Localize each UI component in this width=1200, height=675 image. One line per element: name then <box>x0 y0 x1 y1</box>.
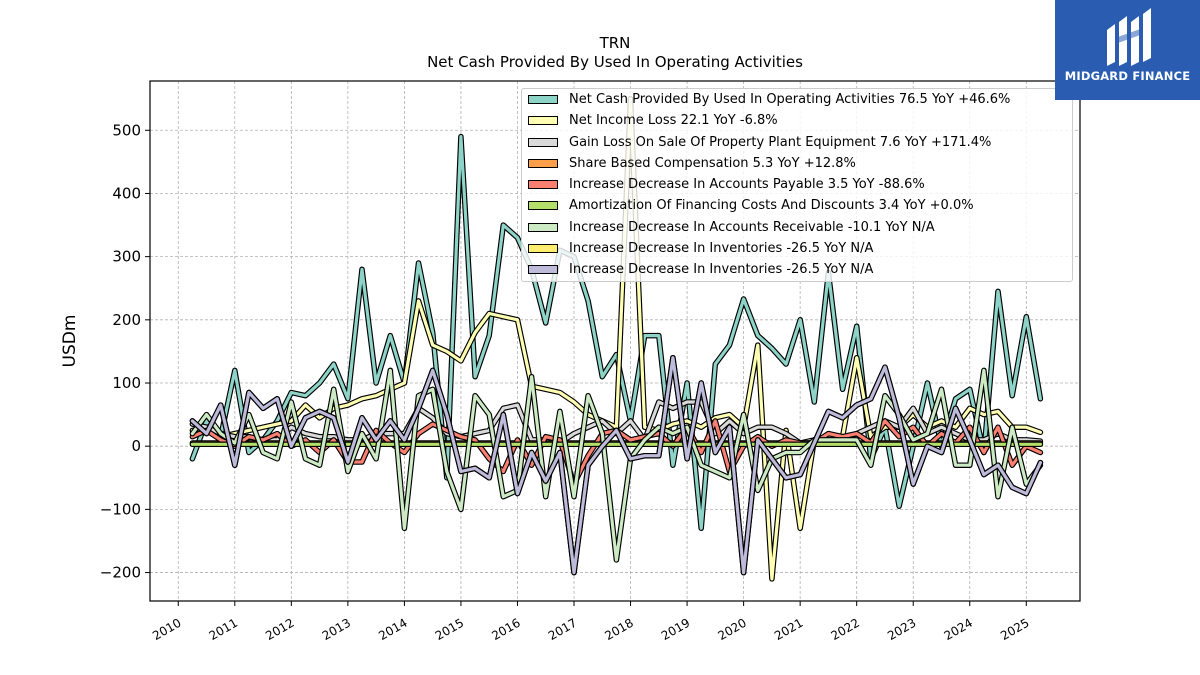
chart-title: TRN <box>599 34 631 52</box>
logo-mark-icon <box>1107 8 1151 66</box>
legend-item: Increase Decrease In Accounts Receivable… <box>522 219 1072 240</box>
y-tick-label: 200 <box>112 311 141 329</box>
legend-item: Net Cash Provided By Used In Operating A… <box>522 91 1072 112</box>
legend-swatch <box>528 265 558 275</box>
x-tick-label: 2021 <box>772 616 805 643</box>
legend-label: Increase Decrease In Accounts Receivable… <box>569 219 935 235</box>
legend-label: Increase Decrease In Inventories -26.5 Y… <box>569 241 874 257</box>
legend-swatch <box>528 244 558 254</box>
legend-swatch <box>528 158 558 168</box>
y-axis-label: USDm <box>60 315 80 368</box>
x-tick-label: 2015 <box>433 616 466 643</box>
legend-swatch <box>528 222 558 232</box>
legend-label: Amortization Of Financing Costs And Disc… <box>569 198 974 214</box>
y-tick-label: −100 <box>100 500 141 518</box>
x-tick-label: 2013 <box>320 616 353 643</box>
x-tick-label: 2018 <box>602 616 635 643</box>
y-tick-label: −200 <box>100 564 141 582</box>
brand-logo: MIDGARD FINANCE <box>1055 0 1200 100</box>
series-layer <box>189 95 1044 582</box>
legend-item: Gain Loss On Sale Of Property Plant Equi… <box>522 134 1072 155</box>
x-tick-label: 2017 <box>546 616 579 643</box>
legend-swatch <box>528 95 558 104</box>
legend-item: Increase Decrease In Inventories -26.5 Y… <box>522 240 1072 261</box>
y-tick-label: 500 <box>112 121 141 139</box>
x-tick-label: 2020 <box>715 616 748 643</box>
x-tick-label: 2016 <box>489 616 522 643</box>
legend-swatch <box>528 137 558 147</box>
y-tick-label: 100 <box>112 374 141 392</box>
x-tick-label: 2025 <box>998 616 1031 643</box>
x-tick-label: 2022 <box>829 616 862 643</box>
legend-label: Increase Decrease In Inventories -26.5 Y… <box>569 262 874 278</box>
legend-swatch <box>528 180 558 190</box>
legend-swatch <box>528 116 558 126</box>
y-tick-label: 0 <box>131 437 141 455</box>
legend-label: Gain Loss On Sale Of Property Plant Equi… <box>569 134 992 150</box>
x-tick-label: 2012 <box>263 616 296 643</box>
legend-item: Share Based Compensation 5.3 YoY +12.8% <box>522 155 1072 176</box>
series-0 <box>189 133 1044 532</box>
x-tick-label: 2014 <box>376 616 409 643</box>
legend-label: Increase Decrease In Accounts Payable 3.… <box>569 177 925 193</box>
x-tick-label: 2019 <box>659 616 692 643</box>
legend-swatch <box>528 201 558 211</box>
y-tick-label: 400 <box>112 184 141 202</box>
legend-item: Amortization Of Financing Costs And Disc… <box>522 197 1072 218</box>
legend-label: Net Income Loss 22.1 YoY -6.8% <box>569 113 778 129</box>
logo-text: MIDGARD FINANCE <box>1064 69 1191 83</box>
x-tick-label: 2010 <box>150 616 183 643</box>
legend-item: Increase Decrease In Accounts Payable 3.… <box>522 176 1072 197</box>
legend: Net Cash Provided By Used In Operating A… <box>521 88 1073 282</box>
legend-item: Net Income Loss 22.1 YoY -6.8% <box>522 112 1072 133</box>
legend-label: Share Based Compensation 5.3 YoY +12.8% <box>569 155 856 171</box>
series-8 <box>189 354 1044 576</box>
x-axis: 2010 2011 2012 2013 2014 2015 2016 2017 2018 2019… <box>150 601 1032 643</box>
x-tick-label: 2024 <box>942 616 975 643</box>
legend-label: Net Cash Provided By Used In Operating A… <box>569 92 1011 107</box>
x-tick-label: 2023 <box>885 616 918 643</box>
plot-frame <box>149 80 1081 602</box>
y-tick-label: 300 <box>112 248 141 266</box>
chart-subtitle: Net Cash Provided By Used In Operating A… <box>427 53 803 71</box>
series-line <box>190 135 1043 530</box>
x-tick-label: 2011 <box>207 616 240 643</box>
y-axis: −200 −100 0 100 200 300 400 500 <box>100 121 150 582</box>
legend-item: Increase Decrease In Inventories -26.5 Y… <box>522 261 1072 282</box>
series-line <box>190 356 1043 575</box>
